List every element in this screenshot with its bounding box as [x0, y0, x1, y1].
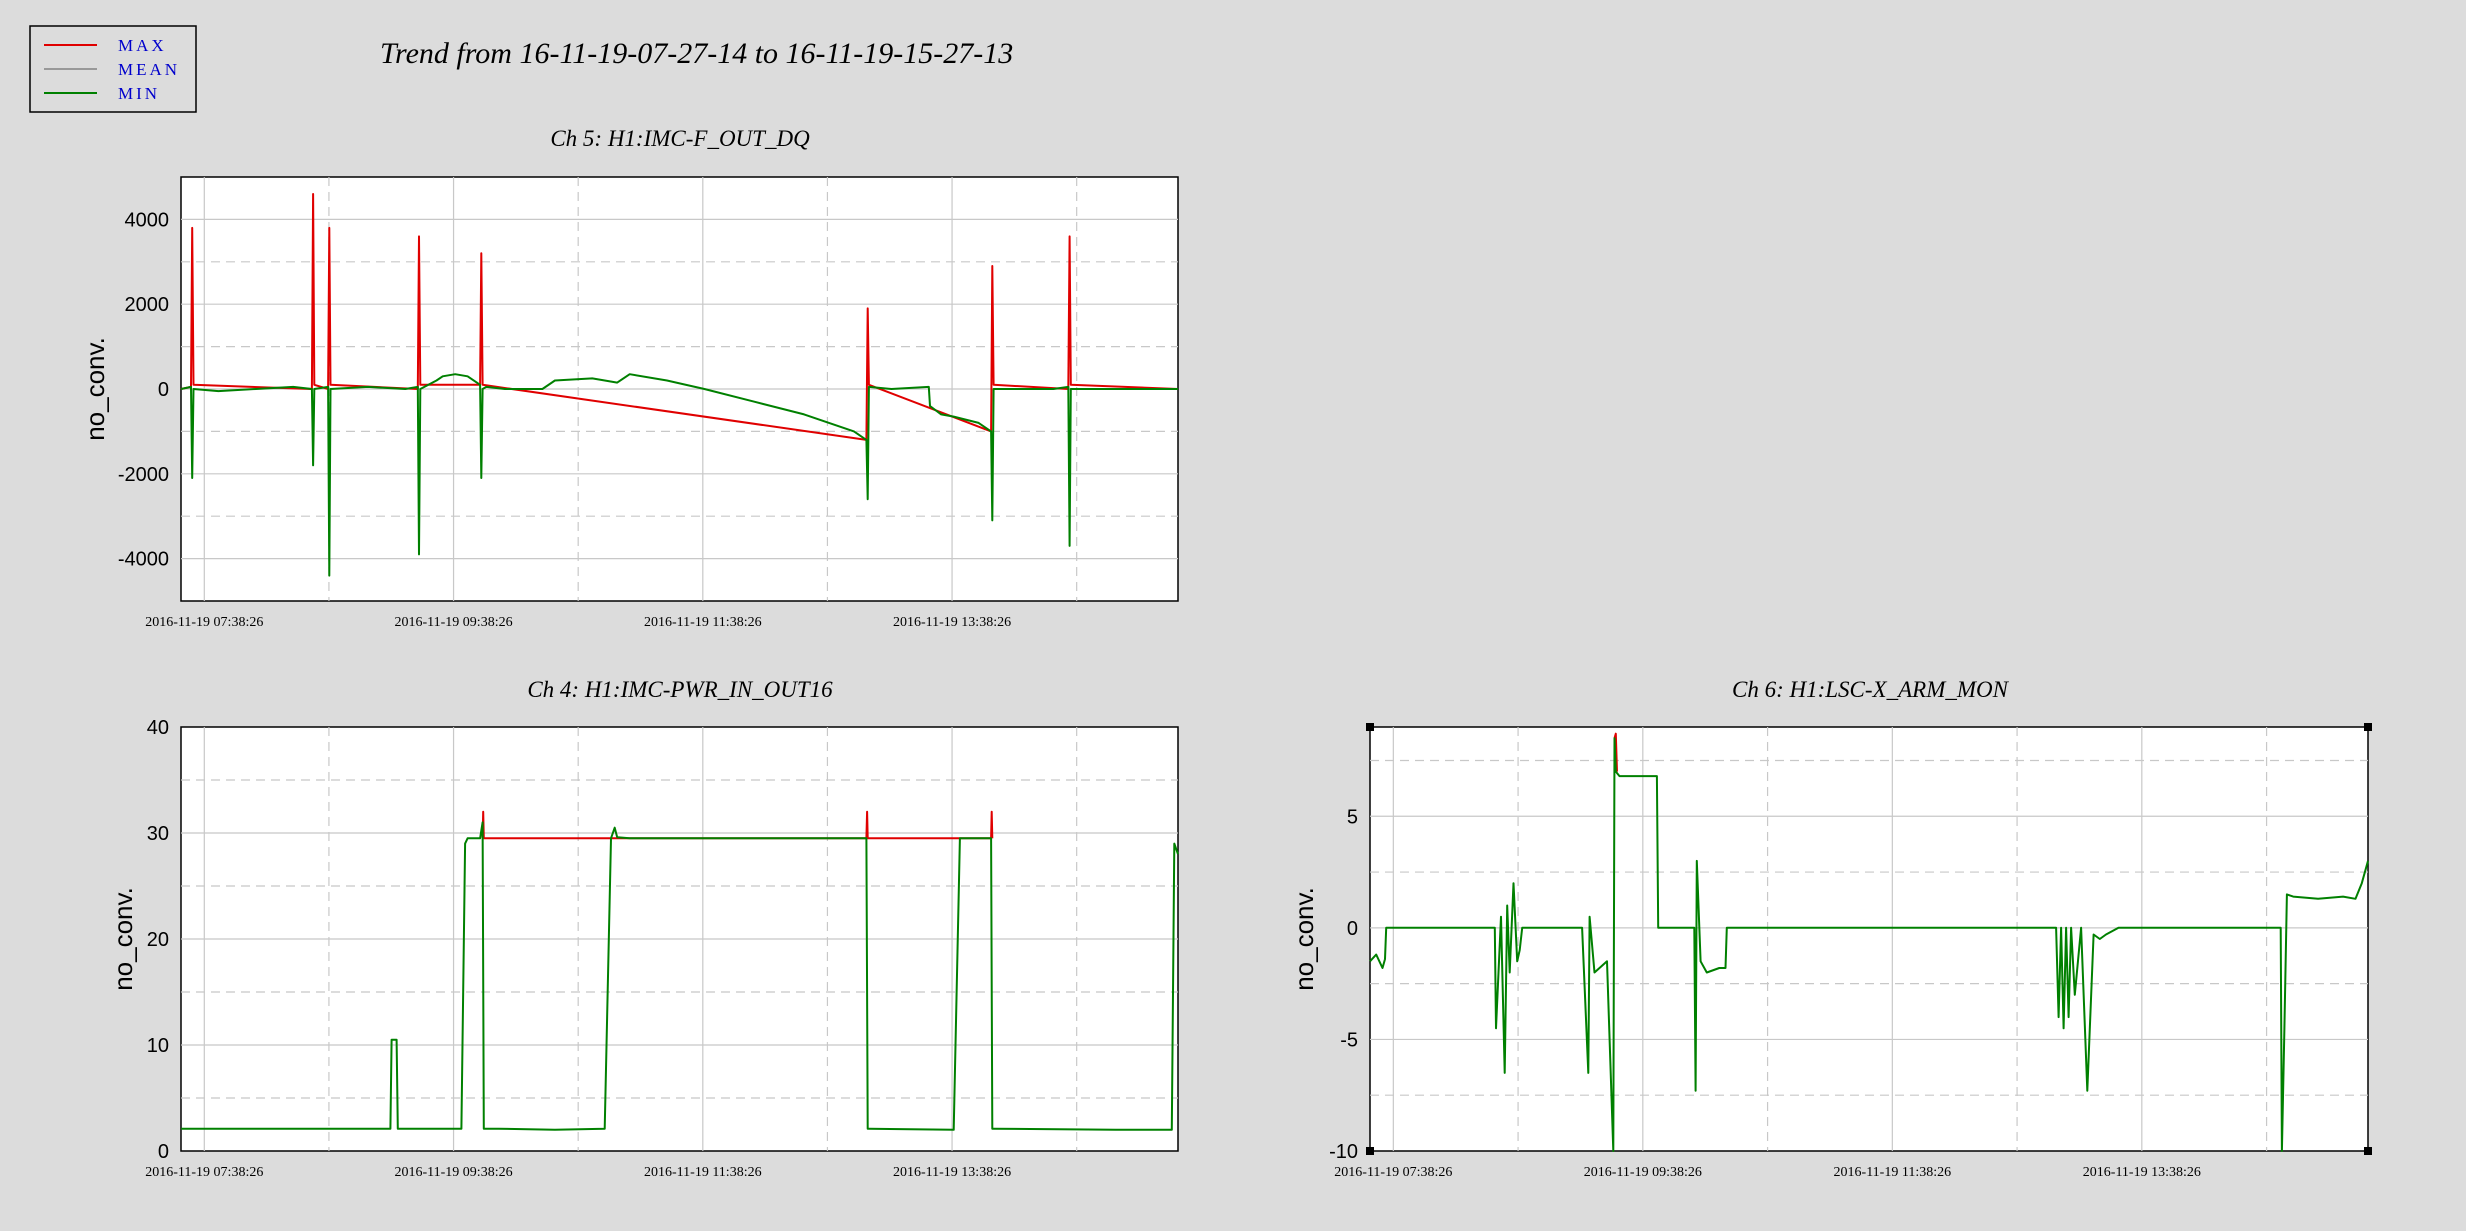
legend: MAX MEAN MIN: [29, 25, 197, 113]
y-axis-label: no_conv.: [1289, 887, 1319, 991]
series-line-max: [1613, 732, 1618, 772]
y-tick-label: 40: [147, 717, 169, 739]
chart-title: Ch 5: H1:IMC-F_OUT_DQ: [550, 126, 810, 151]
y-tick-label: 0: [1347, 918, 1358, 940]
y-tick-label: 2000: [125, 294, 170, 316]
series-line-min: [180, 373, 1178, 577]
series-line-max: [481, 810, 994, 840]
x-tick-label: 2016-11-19 13:38:26: [893, 615, 1011, 630]
x-tick-label: 2016-11-19 07:38:26: [145, 1165, 263, 1180]
y-tick-label: -2000: [118, 464, 169, 486]
y-tick-label: 30: [147, 823, 169, 845]
chart-ch4: Ch 4: H1:IMC-PWR_IN_OUT16 0 10 20 30 40 2016-…: [108, 677, 1179, 1180]
y-axis-label: no_conv.: [80, 337, 110, 441]
y-tick-label: -4000: [118, 549, 169, 571]
page-title: Trend from 16-11-19-07-27-14 to 16-11-19…: [380, 37, 1013, 70]
y-tick-label: 20: [147, 929, 169, 951]
x-tick-label: 2016-11-19 09:38:26: [1584, 1165, 1702, 1180]
series-line-max: [180, 193, 1179, 441]
x-tick-label: 2016-11-19 09:38:26: [395, 615, 513, 630]
x-tick-label: 2016-11-19 07:38:26: [1334, 1165, 1452, 1180]
legend-label-mean: MEAN: [118, 60, 180, 79]
resize-handle-top-right[interactable]: [2364, 723, 2372, 731]
y-tick-label: 4000: [125, 209, 170, 231]
resize-handle-top-left[interactable]: [1366, 723, 1374, 731]
x-tick-label: 2016-11-19 13:38:26: [893, 1165, 1011, 1180]
y-tick-label: 10: [147, 1035, 169, 1057]
y-tick-label: -5: [1340, 1029, 1358, 1051]
y-tick-label: 5: [1347, 806, 1358, 828]
x-tick-label: 2016-11-19 13:38:26: [2083, 1165, 2201, 1180]
chart-marks: -10 -5 0 5 2016-11-19 07:38:26 2016-11-19 09:…: [1329, 727, 2369, 1180]
x-tick-label: 2016-11-19 11:38:26: [644, 615, 762, 630]
chart-marks: 0 10 20 30 40 2016-11-19 07:38:26 2016-11-19 0…: [145, 717, 1179, 1180]
series-line-min: [181, 821, 1179, 1131]
legend-frame: [29, 25, 197, 113]
chart-ch6: Ch 6: H1:LSC-X_ARM_MON -10 -5 0 5 2016-11-19…: [1289, 677, 2372, 1180]
chart-title: Ch 6: H1:LSC-X_ARM_MON: [1732, 677, 2010, 702]
x-tick-label: 2016-11-19 09:38:26: [395, 1165, 513, 1180]
chart-title: Ch 4: H1:IMC-PWR_IN_OUT16: [527, 677, 833, 702]
series-line-min: [1369, 737, 2369, 1152]
y-tick-label: 0: [158, 379, 169, 401]
chart-marks: -4000 -2000 0 2000 4000 2016-11-19 07:38:26 20…: [118, 177, 1179, 630]
resize-handle-bottom-right[interactable]: [2364, 1147, 2372, 1155]
x-tick-label: 2016-11-19 11:38:26: [644, 1165, 762, 1180]
resize-handle-bottom-left[interactable]: [1366, 1147, 1374, 1155]
x-tick-label: 2016-11-19 11:38:26: [1834, 1165, 1952, 1180]
y-axis-label: no_conv.: [108, 887, 138, 991]
legend-label-max: MAX: [118, 36, 167, 55]
x-tick-label: 2016-11-19 07:38:26: [145, 615, 263, 630]
selection-handles[interactable]: [1366, 723, 2372, 1155]
legend-label-min: MIN: [118, 84, 160, 103]
y-tick-label: 0: [158, 1141, 169, 1163]
plot-area: [1369, 726, 2369, 1152]
chart-ch5: Ch 5: H1:IMC-F_OUT_DQ -4000 -2000 0 2000 400…: [80, 126, 1179, 630]
y-tick-label: -10: [1329, 1141, 1358, 1163]
